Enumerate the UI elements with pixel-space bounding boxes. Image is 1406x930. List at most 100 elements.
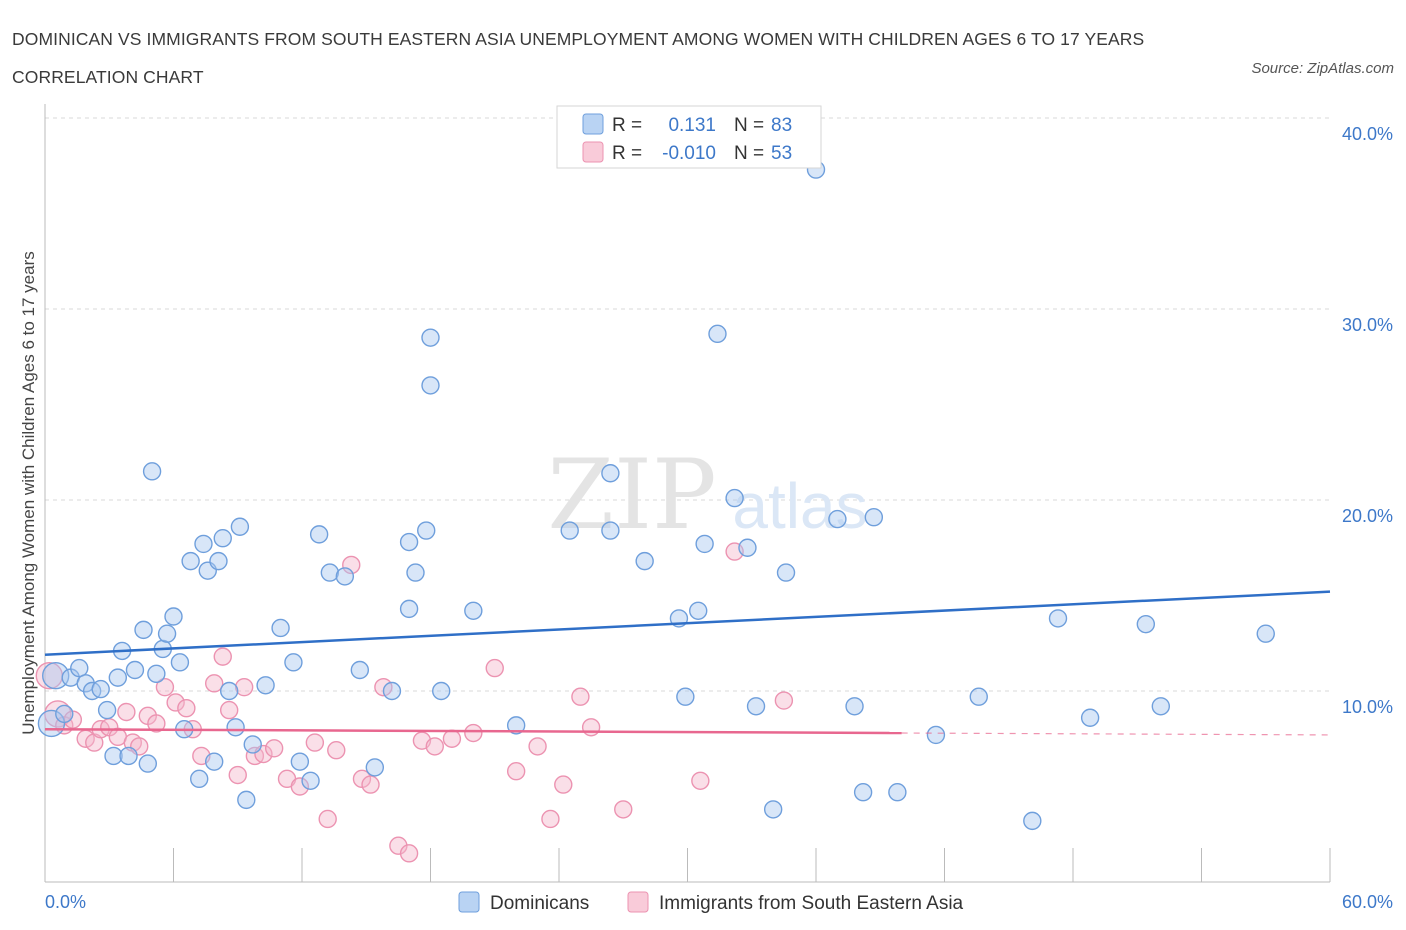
dominicans-point bbox=[91, 679, 110, 699]
immigrants-point bbox=[234, 677, 254, 697]
watermark-atlas: atlas bbox=[732, 470, 867, 542]
y-tick-label: 10.0% bbox=[1342, 697, 1393, 717]
immigrants-point bbox=[264, 739, 284, 758]
dominicans-point bbox=[290, 752, 310, 771]
dominicans-point bbox=[226, 718, 245, 737]
immigrants-point bbox=[691, 771, 710, 790]
chart-title: DOMINICAN VS IMMIGRANTS FROM SOUTH EASTE… bbox=[12, 29, 1145, 87]
immigrants-point bbox=[554, 775, 573, 794]
dominicans-point bbox=[108, 668, 128, 687]
immigrants-point bbox=[774, 691, 794, 710]
immigrants-point bbox=[204, 674, 224, 693]
dominicans-point bbox=[506, 716, 526, 735]
immigrants-point bbox=[155, 677, 175, 697]
legend-label-dominicans: Dominicans bbox=[490, 893, 589, 914]
watermark: ZIP atlas bbox=[547, 439, 867, 551]
watermark-zip: ZIP bbox=[547, 439, 716, 551]
dominicans-point bbox=[776, 563, 796, 582]
immigrants-point bbox=[147, 714, 166, 733]
dominicans-point bbox=[1023, 811, 1042, 831]
dominicans-point bbox=[194, 534, 213, 554]
immigrants-trend-extension bbox=[901, 732, 1331, 736]
dominicans-point bbox=[42, 662, 70, 690]
dominicans-point bbox=[70, 658, 89, 678]
dominicans-point bbox=[725, 488, 744, 508]
dominicans-point bbox=[209, 551, 228, 571]
y-tick-label: 30.0% bbox=[1342, 315, 1393, 335]
legend-r-label: R = bbox=[612, 143, 642, 164]
immigrants-point bbox=[528, 737, 547, 756]
immigrants-point bbox=[442, 729, 462, 748]
dominicans-point bbox=[421, 328, 440, 347]
immigrants-point bbox=[464, 723, 483, 743]
immigrants-point bbox=[571, 687, 590, 706]
immigrants-point bbox=[327, 741, 346, 760]
legend-r-value: -0.010 bbox=[662, 143, 716, 164]
dominicans-point bbox=[230, 517, 250, 536]
legend-r-label: R = bbox=[612, 115, 642, 136]
dominicans-point bbox=[365, 758, 385, 777]
immigrants-point bbox=[228, 765, 247, 785]
dominicans-point bbox=[888, 783, 907, 802]
dominicans-point bbox=[142, 462, 162, 481]
immigrants-point bbox=[117, 702, 136, 722]
dominicans-point bbox=[170, 653, 190, 672]
dominicans-point bbox=[601, 464, 620, 483]
dominicans-point bbox=[125, 660, 145, 680]
dominicans-point bbox=[204, 752, 224, 771]
dominicans-point bbox=[320, 563, 340, 582]
trend-lines bbox=[44, 590, 1331, 736]
immigrants-point bbox=[541, 809, 560, 829]
dominicans-point bbox=[399, 532, 419, 552]
dominicans-point bbox=[157, 624, 177, 643]
dominicans-point bbox=[828, 509, 847, 529]
legend-swatch-pink bbox=[582, 141, 604, 163]
dominicans-point bbox=[635, 551, 654, 571]
dominicans-point bbox=[119, 746, 138, 766]
series-immigrants-points bbox=[35, 542, 794, 863]
dominicans-point bbox=[853, 783, 873, 802]
y-axis-label: Unemployment Among Women with Children A… bbox=[19, 251, 38, 735]
dominicans-point bbox=[309, 525, 329, 544]
legend-swatch-immigrants bbox=[627, 891, 649, 913]
correlation-legend: R = 0.131 N = 83 R = -0.010 N = 53 bbox=[556, 105, 822, 169]
dominicans-point bbox=[969, 687, 988, 706]
dominicans-point bbox=[763, 800, 783, 819]
dominicans-point bbox=[738, 538, 757, 557]
x-tick-label: 60.0% bbox=[1342, 892, 1393, 912]
dominicans-point bbox=[138, 754, 158, 773]
dominicans-point bbox=[464, 601, 483, 620]
immigrants-point bbox=[290, 777, 310, 796]
dominicans-point bbox=[1080, 708, 1100, 727]
dominicans-trend-line bbox=[44, 590, 1331, 656]
x-tick-label: 0.0% bbox=[45, 892, 86, 912]
x-tick-labels: 0.0% 60.0% bbox=[45, 892, 1393, 912]
immigrants-trend-line bbox=[44, 727, 902, 735]
dominicans-point bbox=[181, 551, 200, 571]
dominicans-point bbox=[335, 567, 355, 586]
dominicans-point bbox=[695, 534, 714, 554]
dominicans-point bbox=[97, 700, 117, 720]
immigrants-point bbox=[399, 844, 419, 863]
grid-lines bbox=[45, 117, 1330, 692]
dominicans-point bbox=[1151, 697, 1171, 716]
immigrants-point bbox=[506, 762, 526, 781]
y-tick-labels: 10.0% 20.0% 30.0% 40.0% bbox=[1342, 124, 1393, 717]
legend-n-label: N = bbox=[734, 115, 764, 136]
dominicans-point bbox=[708, 324, 727, 344]
immigrants-point bbox=[581, 718, 601, 737]
dominicans-point bbox=[689, 601, 708, 620]
immigrants-point bbox=[166, 693, 185, 712]
dominicans-point bbox=[213, 529, 232, 548]
legend-n-value: 53 bbox=[771, 143, 792, 164]
dominicans-point bbox=[271, 618, 290, 638]
immigrants-point bbox=[425, 737, 444, 756]
dominicans-point bbox=[382, 681, 402, 701]
dominicans-point bbox=[399, 599, 419, 619]
dominicans-point bbox=[417, 521, 436, 540]
y-tick-label: 40.0% bbox=[1342, 124, 1393, 144]
legend-label-immigrants: Immigrants from South Eastern Asia bbox=[659, 893, 964, 914]
dominicans-point bbox=[219, 681, 239, 701]
immigrants-point bbox=[361, 775, 380, 794]
